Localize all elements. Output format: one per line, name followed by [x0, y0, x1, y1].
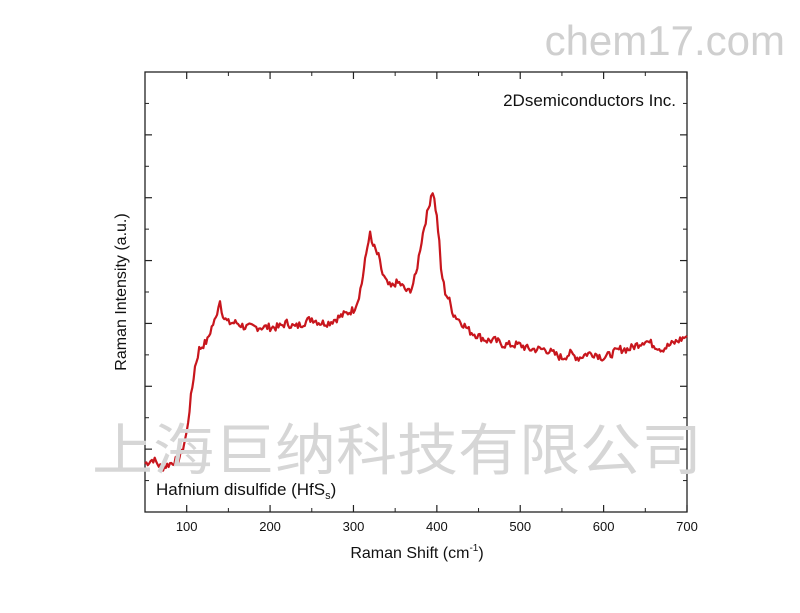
company-annotation: 2Dsemiconductors Inc.	[503, 91, 676, 110]
y-axis-title: Raman Intensity (a.u.)	[113, 213, 130, 370]
x-tick-labels: 100 200 300 400 500 600 700	[176, 519, 698, 534]
x-tick-label-500: 500	[509, 519, 531, 534]
x-axis-title: Raman Shift (cm-1)	[350, 543, 483, 562]
x-tick-label-600: 600	[593, 519, 615, 534]
sample-annotation-close: )	[331, 480, 337, 499]
x-axis-title-close: )	[478, 545, 483, 562]
sample-annotation-subscript: s	[325, 490, 331, 502]
x-axis-title-superscript: -1	[469, 543, 478, 554]
x-tick-label-300: 300	[343, 519, 365, 534]
sample-annotation: Hafnium disulfide (HfSs)	[156, 480, 336, 502]
site-watermark: chem17.com	[545, 17, 785, 64]
x-axis-title-main: Raman Shift (cm	[350, 545, 469, 562]
x-tick-label-200: 200	[259, 519, 281, 534]
x-tick-label-400: 400	[426, 519, 448, 534]
x-tick-label-700: 700	[676, 519, 698, 534]
company-watermark: 上海巨纳科技有限公司	[92, 419, 702, 484]
axis-ticks	[144, 72, 688, 512]
sample-annotation-main: Hafnium disulfide (HfS	[156, 480, 325, 499]
x-tick-label-100: 100	[176, 519, 198, 534]
series-line-hfs2	[144, 192, 688, 472]
